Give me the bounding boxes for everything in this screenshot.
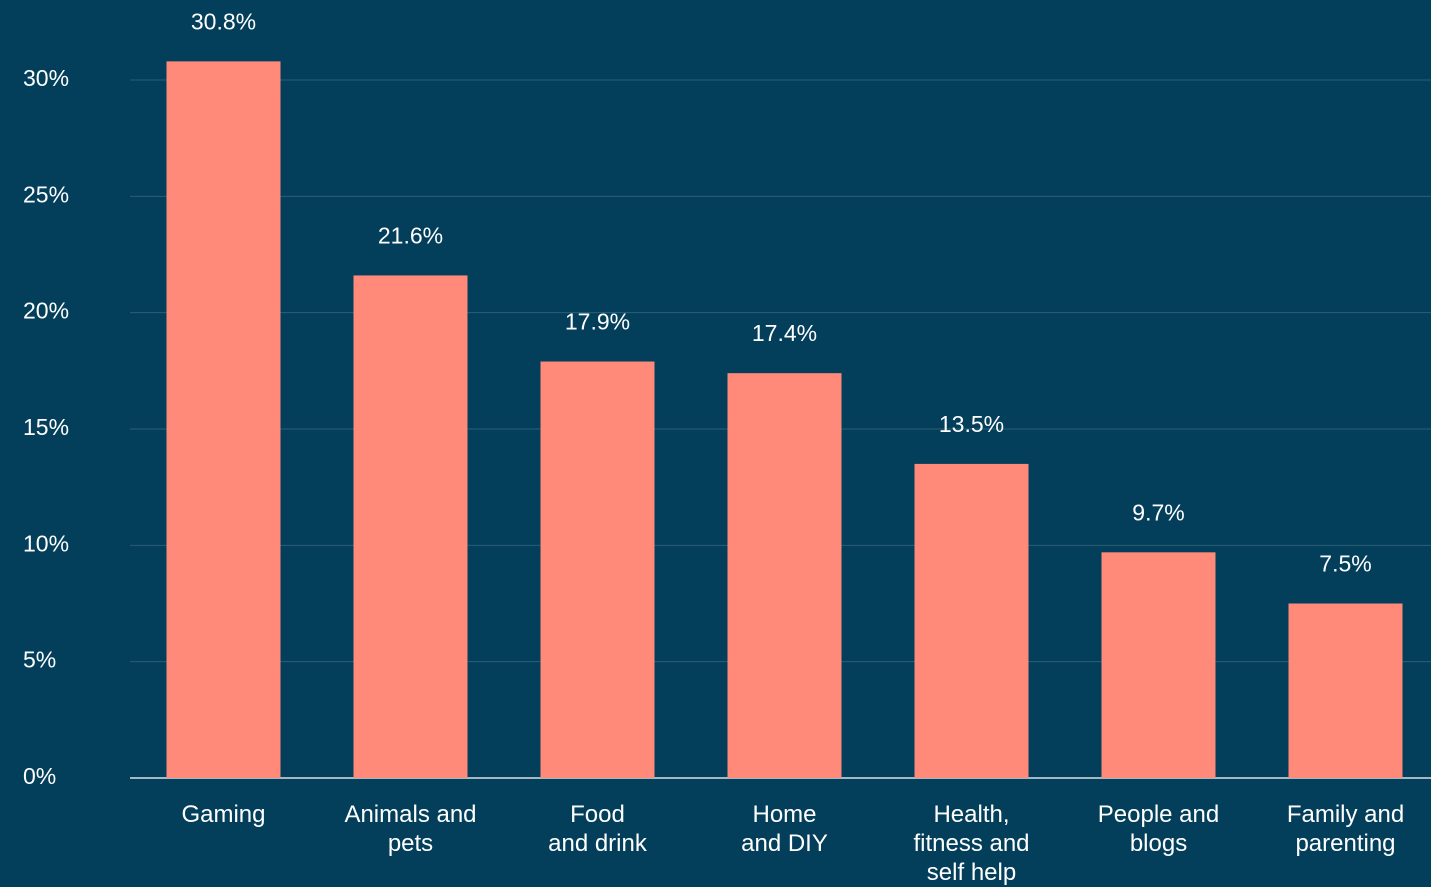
bar (1289, 604, 1403, 779)
value-label: 9.7% (1132, 499, 1184, 525)
x-tick-label: Food and drink (508, 800, 688, 858)
x-tick-label: Animals and pets (321, 800, 501, 858)
x-tick-label: Health, fitness and self help (882, 800, 1062, 887)
value-label: 21.6% (378, 223, 443, 249)
bar (541, 362, 655, 778)
y-tick-label: 10% (23, 530, 69, 556)
bar (915, 464, 1029, 778)
value-label: 30.8% (191, 8, 256, 34)
bar (728, 373, 842, 778)
y-tick-label: 0% (23, 763, 56, 789)
x-tick-label: Family and parenting (1256, 800, 1431, 858)
bar (354, 275, 468, 778)
value-label: 17.4% (752, 320, 817, 346)
y-tick-label: 20% (23, 298, 69, 324)
bar (167, 61, 281, 778)
y-tick-label: 30% (23, 65, 69, 91)
value-label: 17.9% (565, 309, 630, 335)
y-tick-label: 15% (23, 414, 69, 440)
x-tick-label: Gaming (134, 800, 314, 829)
y-tick-label: 5% (23, 647, 56, 673)
x-tick-label: People and blogs (1069, 800, 1249, 858)
value-label: 13.5% (939, 411, 1004, 437)
bar (1102, 552, 1216, 778)
value-label: 7.5% (1319, 551, 1371, 577)
y-tick-label: 25% (23, 181, 69, 207)
x-tick-label: Home and DIY (695, 800, 875, 858)
